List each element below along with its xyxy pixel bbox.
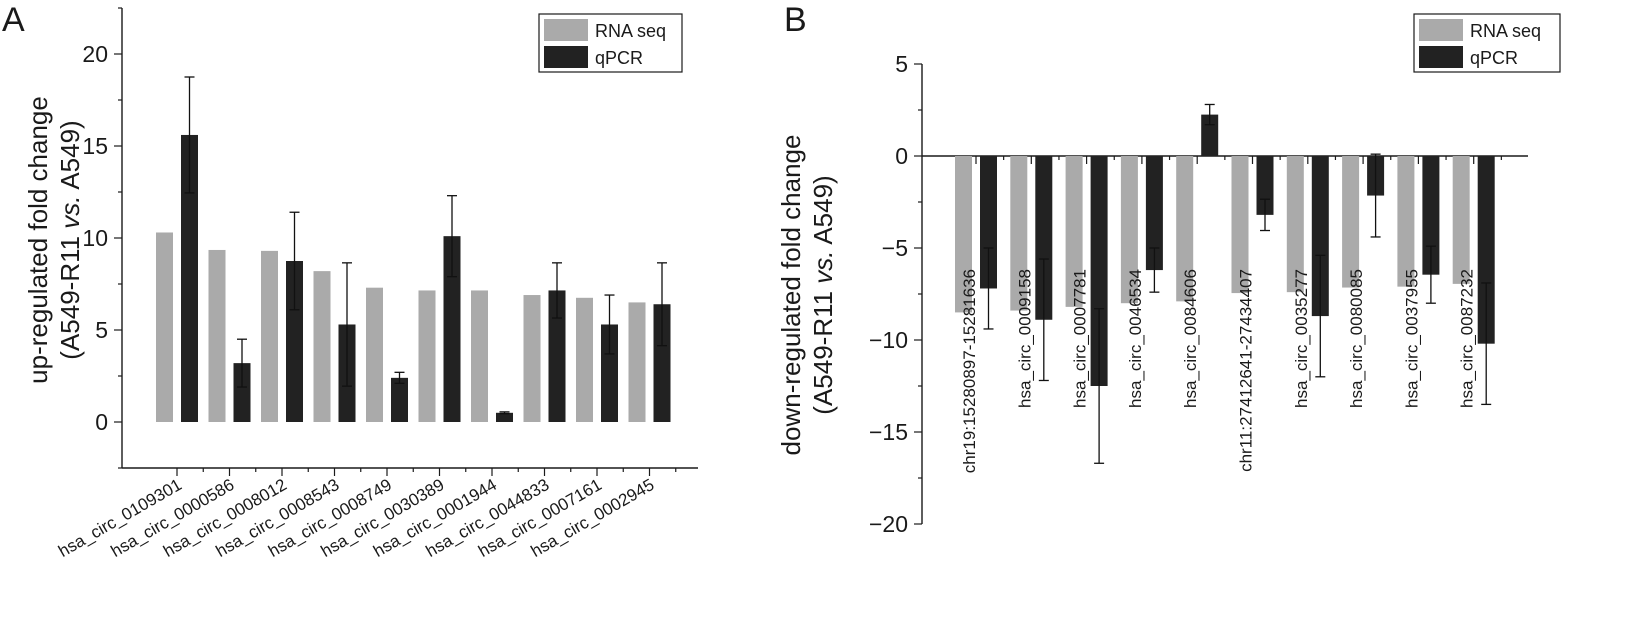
- y-axis-title-line1-a: up-regulated fold change: [23, 96, 53, 384]
- bar-rna-seq-b: [1452, 156, 1470, 284]
- bar-qpcr-a: [181, 134, 198, 422]
- bar-rna-seq-a: [208, 249, 226, 422]
- bar-qpcr-a: [233, 363, 251, 422]
- legend-swatch-rna-seq-b: [1419, 19, 1463, 41]
- bar-qpcr-a: [391, 377, 408, 422]
- legend-swatch-qpcr-b: [1419, 46, 1463, 68]
- y-tick-label-b: −20: [869, 511, 908, 537]
- plot-area-a: 05101520hsa_circ_0109301hsa_circ_0000586…: [55, 7, 698, 561]
- panel-label-a: A: [2, 1, 25, 39]
- x-category-label-b: hsa_circ_0084606: [1181, 269, 1200, 408]
- y-axis-title-line2-part2-b: vs.: [808, 250, 838, 283]
- x-category-label-b: hsa_circ_0009158: [1015, 269, 1034, 408]
- x-category-label-b: hsa_circ_0035277: [1292, 269, 1311, 408]
- y-axis-title-a: up-regulated fold change (A549-R11 vs. A…: [23, 96, 85, 384]
- x-category-label-b: hsa_circ_0080085: [1347, 269, 1366, 408]
- panel-a: A up-regulated fold change (A549-R11 vs.…: [2, 1, 698, 561]
- bar-qpcr-b: [1145, 156, 1163, 271]
- y-axis-title-b: down-regulated fold change (A549-R11 vs.…: [776, 135, 838, 456]
- y-tick-label-b: −10: [869, 327, 908, 353]
- y-tick-label-b: −15: [869, 419, 908, 445]
- legend-a: RNA seq qPCR: [538, 13, 683, 73]
- legend-swatch-rna-seq-a: [544, 19, 588, 41]
- y-tick-label-a: 5: [95, 317, 108, 343]
- panel-b: B down-regulated fold change (A549-R11 v…: [776, 1, 1561, 537]
- bar-rna-seq-b: [1342, 156, 1360, 288]
- bar-rna-seq-b: [1176, 156, 1194, 302]
- y-tick-label-a: 0: [95, 409, 108, 435]
- x-category-label-b: chr19:15280897-15281636: [960, 269, 979, 473]
- x-category-label-b: hsa_circ_0087232: [1458, 269, 1477, 408]
- x-category-label-b: hsa_circ_0007781: [1071, 269, 1090, 408]
- legend-label-qpcr-b: qPCR: [1470, 48, 1518, 68]
- bar-rna-seq-b: [1286, 156, 1304, 293]
- bar-qpcr-a: [443, 236, 461, 422]
- y-tick-label-a: 10: [82, 225, 108, 251]
- bar-rna-seq-b: [1397, 156, 1415, 287]
- y-axis-title-line2-part3-b: A549): [808, 175, 838, 250]
- bar-rna-seq-b: [1231, 156, 1249, 294]
- bar-qpcr-a: [496, 412, 513, 422]
- x-category-label-b: hsa_circ_0037955: [1402, 269, 1421, 408]
- y-axis-title-line2-part3-a: A549): [55, 120, 85, 195]
- bar-rna-seq-b: [1065, 156, 1083, 307]
- y-tick-label-b: 5: [895, 51, 908, 77]
- bar-qpcr-b: [1035, 156, 1053, 320]
- bar-rna-seq-a: [471, 290, 488, 422]
- bar-qpcr-a: [286, 261, 303, 422]
- bar-rna-seq-a: [418, 290, 436, 422]
- bar-qpcr-a: [653, 304, 671, 422]
- legend-swatch-qpcr-a: [544, 46, 588, 68]
- bar-qpcr-b: [1090, 156, 1108, 386]
- y-tick-label-b: −5: [882, 235, 908, 261]
- bar-qpcr-b: [1256, 156, 1274, 215]
- y-axis-title-line1-b: down-regulated fold change: [776, 135, 806, 456]
- y-axis-title-line2-part1-b: (A549-R11: [808, 284, 838, 415]
- bar-rna-seq-a: [523, 295, 541, 422]
- bar-qpcr-a: [601, 324, 618, 422]
- bar-qpcr-b: [980, 156, 997, 289]
- legend-b: RNA seq qPCR: [1413, 13, 1561, 73]
- bar-rna-seq-b: [955, 156, 972, 313]
- bar-rna-seq-a: [366, 287, 383, 422]
- bar-rna-seq-a: [261, 250, 278, 422]
- legend-label-qpcr-a: qPCR: [595, 48, 643, 68]
- bar-qpcr-b: [1422, 156, 1440, 275]
- bar-qpcr-a: [548, 290, 566, 422]
- bar-rna-seq-a: [628, 302, 646, 422]
- legend-label-rna-seq-b: RNA seq: [1470, 21, 1541, 41]
- bar-rna-seq-a: [313, 271, 331, 422]
- y-axis-title-line2-a: (A549-R11 vs. A549): [55, 120, 85, 359]
- bar-rna-seq-a: [156, 232, 173, 422]
- y-tick-label-b: 0: [895, 143, 908, 169]
- bar-rna-seq-a: [576, 297, 593, 422]
- x-category-label-b: chr11:27412641-27434407: [1237, 269, 1256, 472]
- bar-rna-seq-b: [1120, 156, 1138, 304]
- x-category-label-b: hsa_circ_0046534: [1126, 269, 1145, 408]
- bar-qpcr-b: [1311, 156, 1329, 317]
- bar-rna-seq-b: [1010, 156, 1028, 311]
- y-axis-title-line2-part2-a: vs.: [55, 195, 85, 228]
- panel-label-b: B: [784, 1, 807, 39]
- legend-label-rna-seq-a: RNA seq: [595, 21, 666, 41]
- y-tick-label-a: 15: [82, 133, 108, 159]
- y-axis-title-line2-part1-a: (A549-R11: [55, 229, 85, 360]
- bar-qpcr-b: [1477, 156, 1495, 344]
- plot-area-b: 5 0 −5 −10 −15 −20 chr19:15280897-15281636 hsa_…: [869, 51, 1528, 537]
- y-axis-title-line2-b: (A549-R11 vs. A549): [808, 175, 838, 414]
- y-tick-label-a: 20: [82, 41, 108, 67]
